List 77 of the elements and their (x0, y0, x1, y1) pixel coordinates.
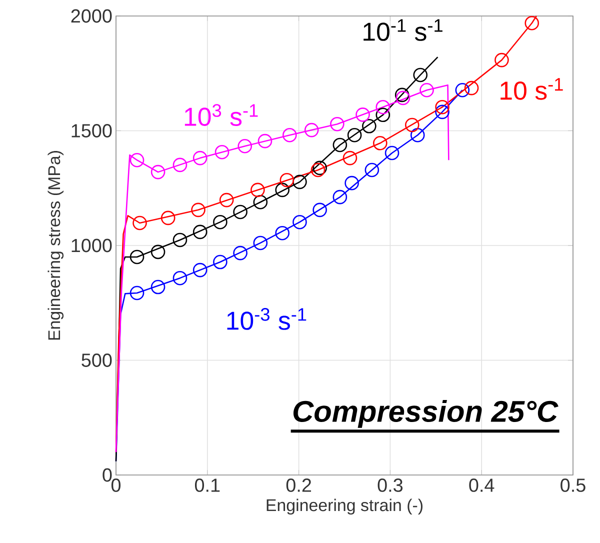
point (356, 108, 370, 122)
point (330, 116, 344, 132)
point (404, 118, 420, 132)
y-tick-label: 0 (102, 468, 112, 482)
point (213, 254, 228, 270)
point (172, 232, 188, 248)
series-label: 10$^{-1}$ s$^{-1}$ (364, 19, 442, 41)
series-label: 10$^{3}$ s$^{-1}$ (184, 104, 258, 126)
point (396, 90, 410, 106)
point (250, 182, 265, 198)
point (150, 280, 166, 294)
point (172, 158, 188, 172)
point (191, 202, 206, 218)
point (258, 134, 272, 148)
point (292, 174, 307, 190)
y-tick-label: 1000 (72, 238, 112, 252)
x-tick-label: 0.3 (378, 478, 403, 492)
point (282, 128, 297, 142)
series-label: 10 s$^{-1}$ (500, 78, 563, 100)
point (192, 224, 208, 240)
point (464, 80, 479, 96)
point (160, 210, 176, 226)
point (233, 246, 248, 260)
point (394, 88, 410, 102)
point (376, 100, 390, 114)
x-tick-label: 0.2 (286, 478, 312, 492)
point (332, 138, 348, 152)
point (192, 262, 208, 278)
point (253, 236, 268, 250)
y-tick-label: 2000 (71, 9, 112, 23)
point (219, 192, 234, 208)
point (347, 128, 362, 142)
point (494, 52, 509, 68)
point (435, 100, 450, 114)
point (373, 136, 388, 150)
point (233, 204, 248, 220)
point (130, 286, 144, 300)
point (342, 150, 358, 166)
point (524, 16, 540, 30)
point (280, 172, 294, 188)
x-tick-label: 0.4 (469, 478, 494, 492)
point (130, 250, 144, 264)
point (304, 122, 319, 138)
annotation: Compression 25°C (293, 400, 558, 428)
point (455, 82, 470, 98)
y-tick-label: 500 (82, 354, 112, 367)
point (275, 182, 290, 198)
x-tick-label: 0 (111, 478, 121, 492)
point (238, 138, 252, 154)
point (214, 144, 230, 160)
point (420, 82, 434, 98)
point (132, 216, 147, 230)
x-axis-title: Engineering strain (-) (266, 498, 422, 515)
point (292, 214, 307, 230)
point (130, 152, 144, 168)
point (172, 270, 188, 286)
point (413, 68, 428, 82)
y-axis-title: Engineering stress (MPa) (48, 151, 64, 340)
point (312, 202, 327, 218)
point (384, 146, 400, 160)
series-label: 10$^{-3}$ s$^{-1}$ (227, 308, 306, 330)
point (435, 104, 450, 120)
x-tick-label: 0.1 (194, 478, 220, 492)
point (332, 190, 348, 204)
point (344, 176, 359, 190)
x-tick-label: 0.5 (560, 478, 586, 492)
point (275, 226, 290, 240)
point (150, 244, 166, 260)
point (376, 108, 390, 122)
point (253, 194, 268, 210)
point (213, 214, 228, 230)
point (192, 150, 208, 166)
point (362, 119, 376, 134)
point (410, 128, 425, 142)
point (364, 162, 380, 178)
y-tick-label: 1500 (72, 124, 112, 138)
point (150, 164, 166, 180)
